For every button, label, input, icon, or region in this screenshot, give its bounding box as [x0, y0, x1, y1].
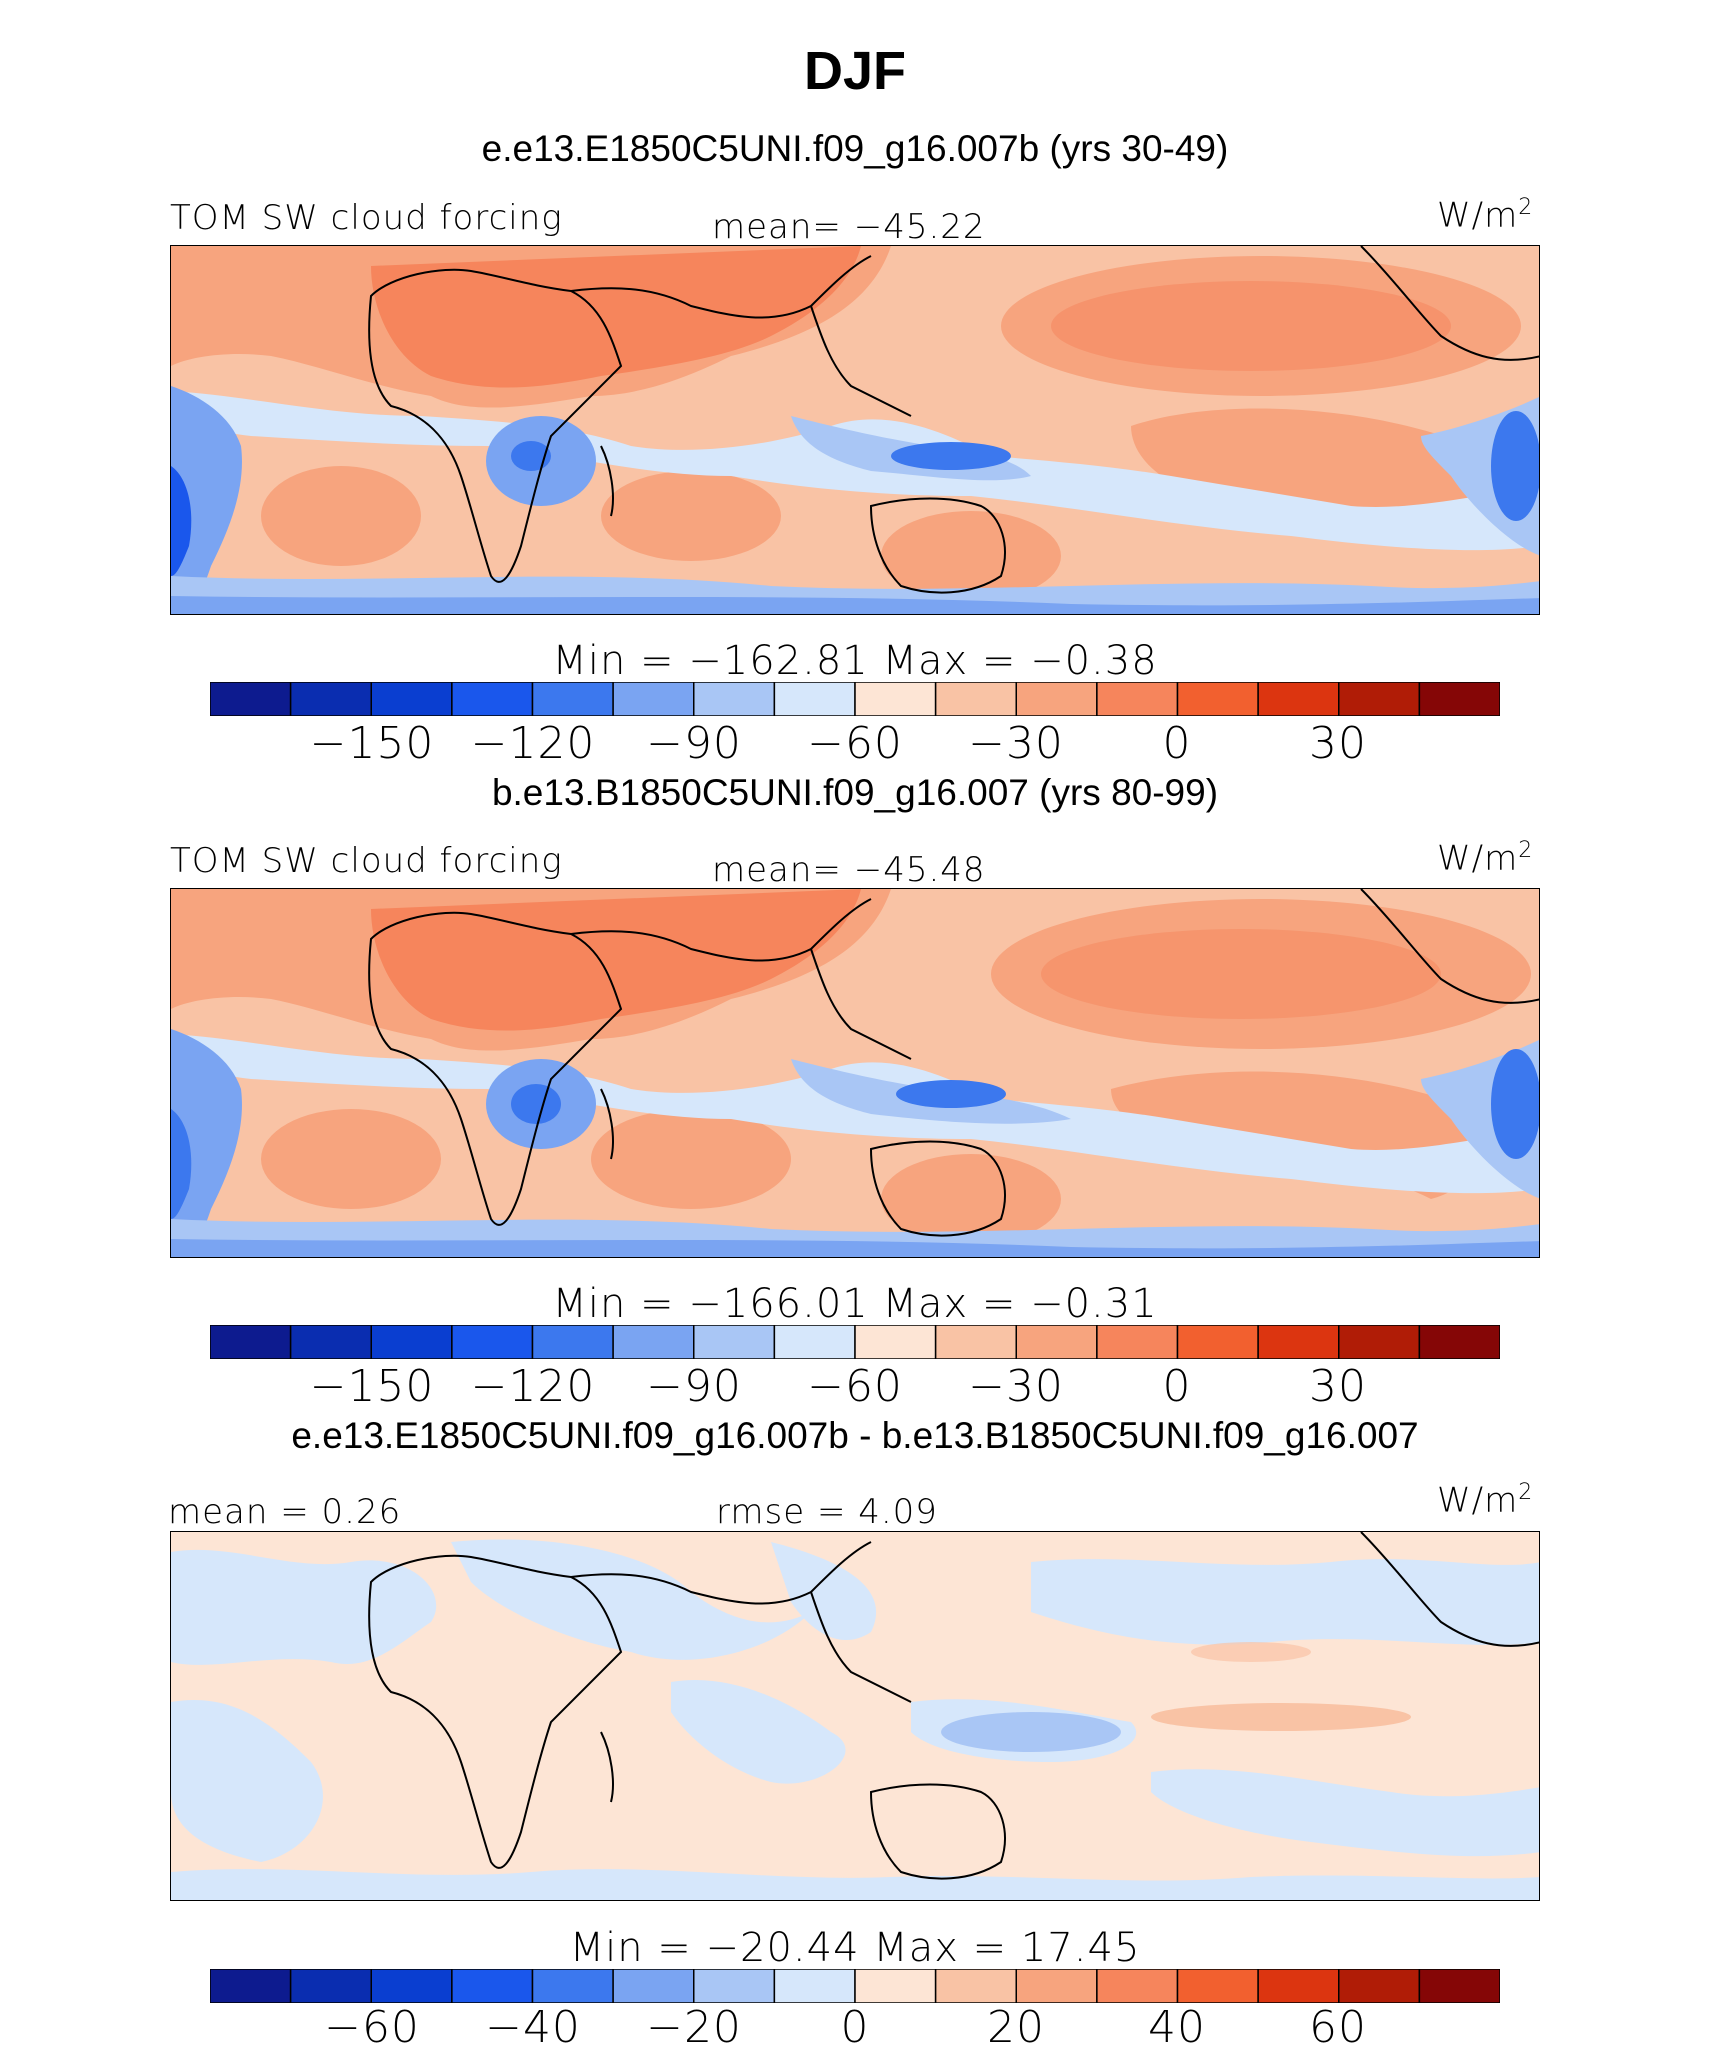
panel-3-tick: −60	[324, 2002, 420, 2053]
panel-2-tick: 0	[1162, 1361, 1192, 1412]
panel-3-tick: 0	[840, 2002, 870, 2053]
colorbar-swatch	[854, 1969, 937, 2003]
colorbar-swatch	[693, 1325, 776, 1359]
colorbar-swatch	[289, 1969, 373, 2003]
colorbar-swatch	[210, 682, 292, 716]
panel-2-variable-label: TOM SW cloud forcing	[170, 841, 563, 881]
panel-1-units: W/m2	[1437, 195, 1534, 236]
panel-2-case-title: b.e13.B1850C5UNI.f09_g16.007 (yrs 80-99)	[491, 772, 1219, 813]
panel-3-tick: 60	[1309, 2002, 1367, 2053]
colorbar-swatch	[451, 682, 534, 716]
colorbar-swatch	[1257, 1325, 1340, 1359]
colorbar-swatch	[1257, 682, 1340, 716]
panel-3-tick: −40	[485, 2002, 581, 2053]
colorbar-swatch	[854, 682, 937, 716]
colorbar-swatch	[370, 1969, 453, 2003]
colorbar-swatch	[1338, 682, 1421, 716]
panel-2-min-max: Min = −166.01 Max = −0.31	[552, 1281, 1158, 1327]
panel-2-units: W/m2	[1437, 838, 1534, 879]
colorbar-swatch	[934, 1325, 1018, 1359]
panel-1-map	[170, 245, 1540, 615]
panel-1-tick: 0	[1162, 718, 1192, 769]
panel-3-tick: −20	[646, 2002, 742, 2053]
colorbar-swatch	[1257, 1969, 1340, 2003]
panel-3-tick: 40	[1148, 2002, 1206, 2053]
panel-1-tick: −150	[309, 718, 435, 769]
panel-2-tick: −120	[470, 1361, 596, 1412]
panel-1-colorbar	[210, 682, 1500, 716]
colorbar-swatch	[1176, 1325, 1259, 1359]
panel-3-tick: 20	[987, 2002, 1045, 2053]
colorbar-swatch	[531, 1969, 614, 2003]
panel-2-tick: −150	[309, 1361, 435, 1412]
colorbar-swatch	[1096, 1969, 1179, 2003]
colorbar-swatch	[1176, 1969, 1259, 2003]
panel-3-min-max: Min = −20.44 Max = 17.45	[569, 1925, 1141, 1971]
panel-1-tick: −120	[470, 718, 596, 769]
panel-2-tick: −30	[968, 1361, 1064, 1412]
colorbar-swatch	[370, 1325, 453, 1359]
colorbar-swatch	[1096, 1325, 1179, 1359]
panel-1-tick: −60	[807, 718, 903, 769]
panel-2-tick: −90	[646, 1361, 742, 1412]
panel-3-units: W/m2	[1437, 1480, 1534, 1521]
colorbar-swatch	[1096, 682, 1179, 716]
colorbar-swatch	[1015, 1325, 1098, 1359]
colorbar-swatch	[1418, 1969, 1500, 2003]
colorbar-swatch	[693, 682, 776, 716]
colorbar-swatch	[1176, 682, 1259, 716]
colorbar-swatch	[612, 682, 695, 716]
panel-2-tick: 30	[1309, 1361, 1367, 1412]
panel-2-colorbar	[210, 1325, 1500, 1359]
panel-1-mean-label: mean= −45.22	[712, 207, 986, 247]
panel-2-tick: −60	[807, 1361, 903, 1412]
colorbar-swatch	[1418, 682, 1500, 716]
colorbar-swatch	[612, 1969, 695, 2003]
panel-3-mean-label: mean = 0.26	[168, 1492, 402, 1532]
colorbar-swatch	[934, 1969, 1018, 2003]
figure-title: DJF	[803, 41, 906, 101]
colorbar-swatch	[289, 1325, 373, 1359]
colorbar-swatch	[451, 1969, 534, 2003]
colorbar-swatch	[854, 1325, 937, 1359]
panel-2-map	[170, 888, 1540, 1258]
panel-1-min-max: Min = −162.81 Max = −0.38	[552, 638, 1158, 684]
colorbar-swatch	[1338, 1969, 1421, 2003]
colorbar-swatch	[210, 1969, 292, 2003]
colorbar-swatch	[693, 1969, 776, 2003]
colorbar-swatch	[934, 682, 1018, 716]
panel-1-case-title: e.e13.E1850C5UNI.f09_g16.007b (yrs 30-49…	[481, 128, 1229, 169]
panel-1-tick: −90	[646, 718, 742, 769]
colorbar-swatch	[370, 682, 453, 716]
panel-2-colorbar-ticks: −150 −120 −90 −60 −30 0 30	[0, 1361, 1710, 1412]
colorbar-swatch	[289, 682, 373, 716]
panel-3-colorbar	[210, 1969, 1500, 2003]
colorbar-swatch	[531, 1325, 614, 1359]
colorbar-swatch	[1338, 1325, 1421, 1359]
panel-1-tick: 30	[1309, 718, 1367, 769]
colorbar-swatch	[1418, 1325, 1500, 1359]
colorbar-swatch	[773, 1325, 856, 1359]
panel-3-colorbar-ticks: −60 −40 −20 0 20 40 60	[0, 2002, 1710, 2053]
colorbar-swatch	[773, 682, 856, 716]
panel-3-map	[170, 1531, 1540, 1901]
panel-1-variable-label: TOM SW cloud forcing	[170, 198, 563, 238]
colorbar-swatch	[531, 682, 614, 716]
colorbar-swatch	[1015, 682, 1098, 716]
colorbar-swatch	[210, 1325, 292, 1359]
panel-3-case-title: e.e13.E1850C5UNI.f09_g16.007b - b.e13.B1…	[291, 1415, 1419, 1456]
colorbar-swatch	[773, 1969, 856, 2003]
panel-3-rmse-label: rmse = 4.09	[716, 1492, 938, 1532]
colorbar-swatch	[612, 1325, 695, 1359]
panel-1-tick: −30	[968, 718, 1064, 769]
colorbar-swatch	[1015, 1969, 1098, 2003]
colorbar-swatch	[451, 1325, 534, 1359]
panel-2-mean-label: mean= −45.48	[712, 850, 986, 890]
panel-1-colorbar-ticks: −150 −120 −90 −60 −30 0 30	[0, 718, 1710, 769]
